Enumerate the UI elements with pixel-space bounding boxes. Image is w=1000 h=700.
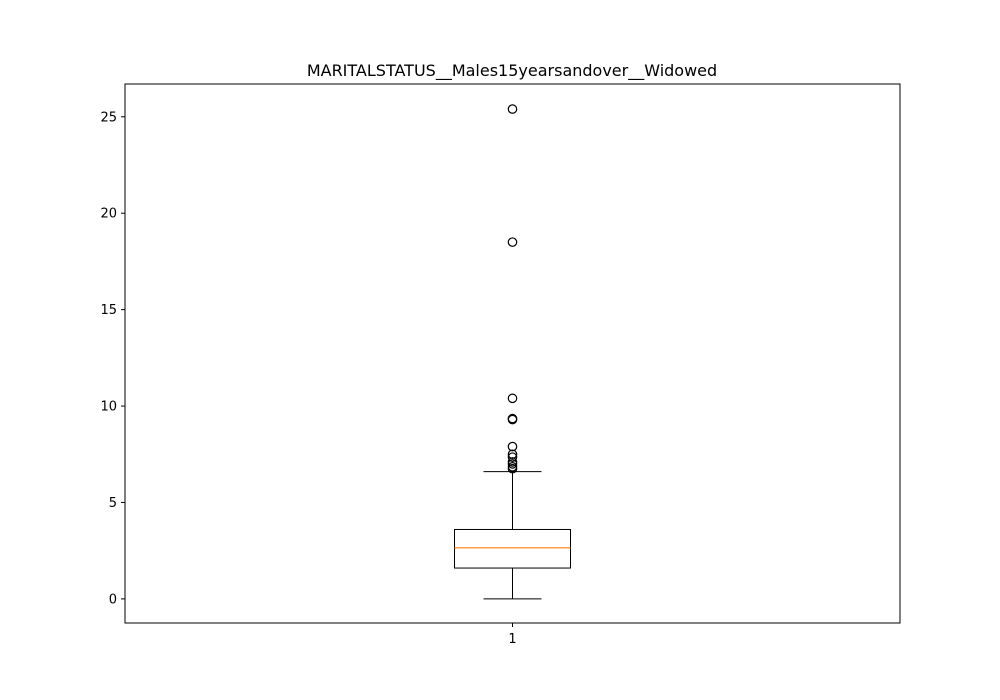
y-tick-label: 10	[100, 400, 117, 415]
box-series	[454, 104, 571, 600]
outlier-point	[507, 237, 518, 247]
y-tick-label: 15	[100, 303, 117, 318]
y-tick-label: 25	[100, 110, 117, 125]
outlier-point	[507, 441, 518, 452]
x-axis: 1	[508, 623, 517, 647]
y-tick-label: 20	[100, 207, 117, 222]
y-tick-label: 0	[109, 592, 117, 607]
outlier-point	[507, 413, 518, 424]
outlier-point	[507, 449, 518, 460]
y-axis: 0 5 10 15 20 25	[100, 110, 125, 607]
chart-title: MARITALSTATUS__Males15yearsandover__Wido…	[307, 61, 717, 81]
x-tick-label: 1	[508, 632, 516, 647]
outlier-point	[507, 104, 518, 114]
outlier-point	[507, 461, 518, 472]
y-tick-label: 5	[109, 496, 117, 511]
outlier-point	[507, 452, 518, 462]
outlier-point	[507, 393, 518, 404]
plot-area-frame	[124, 83, 901, 624]
interquartile-box	[454, 528, 571, 569]
outlier-point	[507, 457, 518, 467]
